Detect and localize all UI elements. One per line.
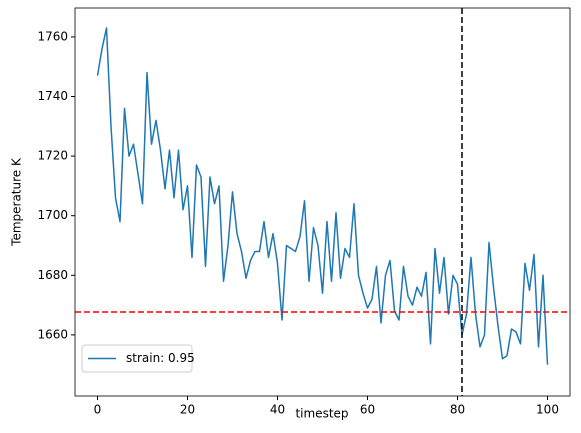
x-axis-label: timestep bbox=[295, 407, 348, 421]
y-tick-label: 1760 bbox=[37, 29, 68, 43]
x-tick-label: 80 bbox=[450, 403, 465, 417]
legend-box bbox=[81, 344, 193, 373]
y-tick-label: 1680 bbox=[37, 268, 68, 282]
x-tick-label: 60 bbox=[360, 403, 375, 417]
x-tick-label: 0 bbox=[94, 403, 102, 417]
data-line bbox=[96, 27, 549, 365]
x-tick-label: 40 bbox=[270, 403, 285, 417]
y-tick-label: 1720 bbox=[37, 149, 68, 163]
y-tick-label: 1700 bbox=[37, 208, 68, 222]
legend-label: strain: 0.95 bbox=[126, 351, 195, 365]
y-tick-label: 1660 bbox=[37, 327, 68, 341]
y-axis-label: Temperature K bbox=[10, 157, 24, 247]
x-tick-label: 20 bbox=[180, 403, 195, 417]
plot-frame bbox=[74, 7, 571, 397]
x-tick-label: 100 bbox=[536, 403, 559, 417]
y-tick-label: 1740 bbox=[37, 89, 68, 103]
